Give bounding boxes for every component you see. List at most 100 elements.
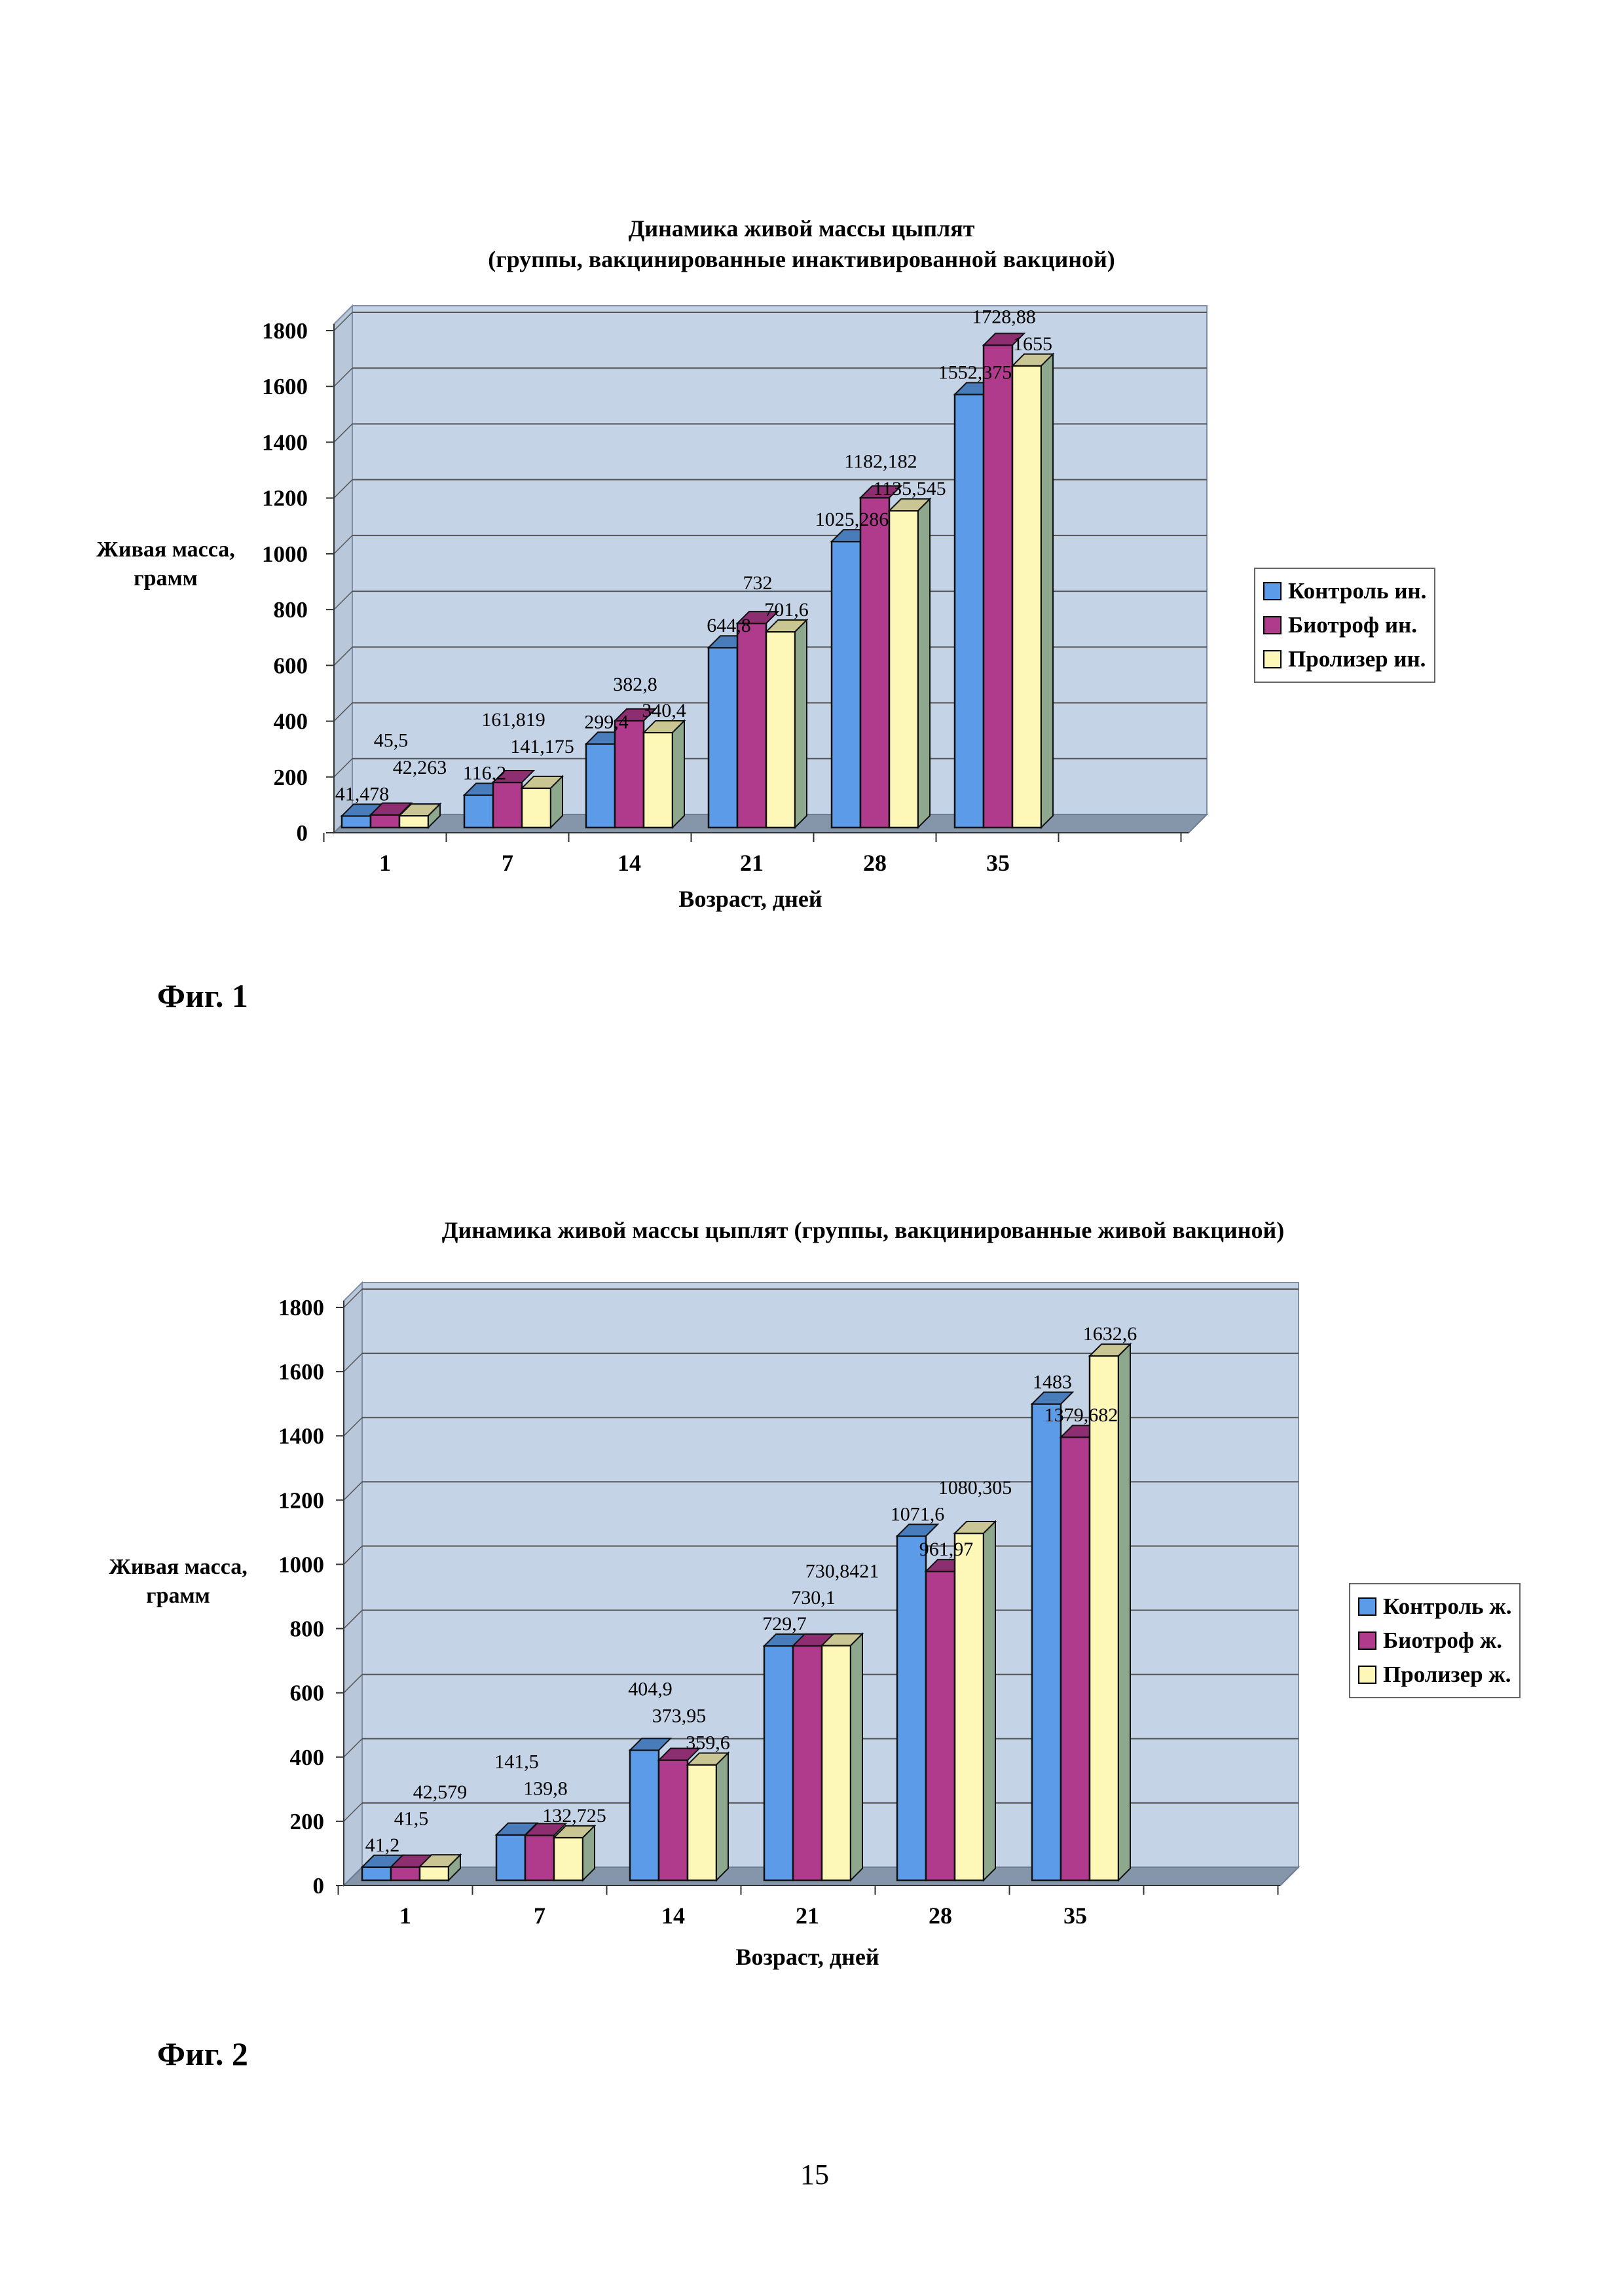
bar-front (955, 395, 984, 828)
chart1-legend-item: Пролизер ин. (1263, 642, 1426, 676)
bar (766, 620, 807, 828)
chart2-legend-item: Контроль ж. (1358, 1590, 1511, 1624)
y-tick-label: 1000 (278, 1552, 324, 1577)
legend-label: Биотроф ж. (1383, 1628, 1502, 1654)
bar (889, 499, 930, 828)
data-label: 382,8 (613, 674, 657, 695)
data-label: 373,95 (652, 1705, 707, 1727)
x-tick-label: 7 (534, 1903, 545, 1929)
data-label: 299,4 (584, 711, 629, 733)
bar-front (764, 1646, 793, 1880)
bar-front (362, 1867, 391, 1880)
data-label: 41,478 (335, 783, 390, 805)
chart1-subtitle: (группы, вакцинированные инактивированно… (488, 246, 1115, 273)
legend-label: Пролизер ин. (1288, 646, 1426, 672)
bar-front (496, 1835, 525, 1880)
chart1-y-axis-title-line2: грамм (96, 564, 235, 593)
data-label: 1552,375 (938, 362, 1012, 384)
bar-side (1041, 354, 1053, 828)
legend-label: Контроль ж. (1383, 1594, 1511, 1620)
y-tick-label: 200 (290, 1809, 325, 1834)
data-label: 132,725 (542, 1805, 606, 1827)
data-label: 1071,6 (891, 1503, 945, 1525)
y-tick-label: 1200 (262, 486, 308, 511)
data-label: 340,4 (642, 700, 686, 721)
bar-front (420, 1867, 449, 1880)
bar-side (984, 1522, 995, 1880)
bar-front (709, 647, 737, 828)
chart1-title: Динамика живой массы цыплят (629, 215, 975, 242)
legend-label: Контроль ин. (1288, 578, 1426, 604)
x-tick-label: 14 (661, 1903, 685, 1929)
data-label: 116,2 (463, 762, 506, 784)
y-tick-label: 1600 (278, 1359, 324, 1385)
x-tick-label: 35 (1063, 1903, 1087, 1929)
bar (522, 776, 563, 828)
data-label: 730,8421 (805, 1560, 879, 1582)
bar-side (716, 1753, 728, 1880)
bar-side (795, 620, 807, 828)
bar-front (737, 623, 766, 828)
y-tick-label: 600 (274, 653, 308, 678)
bar-front (399, 816, 428, 828)
data-label: 45,5 (374, 730, 409, 752)
legend-swatch (1358, 1597, 1376, 1616)
data-label: 141,175 (510, 736, 574, 757)
bar-front (1032, 1404, 1061, 1880)
x-tick-label: 28 (929, 1903, 952, 1929)
bar-side (673, 721, 684, 828)
y-tick-label: 1400 (278, 1423, 324, 1449)
y-tick-label: 0 (297, 820, 308, 846)
bar (822, 1633, 862, 1880)
data-label: 729,7 (762, 1613, 807, 1635)
bar-front (525, 1835, 554, 1880)
y-tick-label: 400 (290, 1745, 325, 1770)
bar (688, 1753, 728, 1880)
data-label: 1379,682 (1044, 1404, 1118, 1426)
page-number: 15 (800, 2158, 829, 2191)
chart2-y-axis-title: Живая масса, грамм (109, 1553, 248, 1611)
bar-side (851, 1633, 862, 1880)
chart2: 0200400600800100012001400160018001714212… (278, 1283, 1299, 1929)
data-label: 42,263 (393, 757, 447, 778)
data-label: 41,5 (394, 1808, 429, 1830)
y-tick-label: 1600 (262, 374, 308, 399)
bar-front (860, 498, 889, 828)
chart1-legend-item: Контроль ин. (1263, 574, 1426, 608)
data-label: 961,97 (919, 1539, 974, 1560)
data-label: 1632,6 (1083, 1323, 1137, 1345)
data-label: 644,8 (707, 615, 751, 636)
data-label: 1655 (1013, 333, 1052, 355)
x-tick-label: 21 (796, 1903, 819, 1929)
y-tick-label: 1800 (262, 318, 308, 344)
data-label: 732 (743, 572, 773, 594)
chart2-x-axis-title: Возраст, дней (735, 1943, 879, 1971)
figure-1-label: Фиг. 1 (157, 977, 248, 1015)
bar-front (371, 815, 399, 828)
bar-front (1012, 366, 1041, 828)
bar-front (464, 795, 493, 828)
chart2-y-axis-title-line1: Живая масса, (109, 1553, 248, 1582)
bar-front (766, 632, 795, 828)
data-label: 1483 (1033, 1372, 1072, 1393)
chart2-legend: Контроль ж. Биотроф ж. Пролизер ж. (1349, 1583, 1521, 1698)
y-tick-label: 1000 (262, 541, 308, 567)
plot-side-wall (344, 1283, 362, 1886)
bar (955, 1522, 995, 1880)
y-tick-label: 200 (274, 765, 308, 790)
bar (644, 721, 684, 828)
x-tick-label: 7 (502, 850, 513, 876)
data-label: 359,6 (686, 1732, 730, 1754)
bar-front (832, 541, 860, 828)
bar-front (1090, 1356, 1118, 1880)
y-tick-label: 800 (274, 597, 308, 623)
chart1-legend: Контроль ин. Биотроф ин. Пролизер ин. (1254, 568, 1435, 683)
data-label: 1080,305 (938, 1477, 1012, 1499)
legend-swatch (1358, 1631, 1376, 1650)
bar-side (1118, 1344, 1130, 1880)
bar-front (889, 511, 918, 828)
bar-front (522, 788, 551, 828)
data-label: 41,2 (365, 1834, 400, 1856)
data-label: 42,579 (413, 1781, 468, 1803)
bar-front (1061, 1437, 1090, 1880)
